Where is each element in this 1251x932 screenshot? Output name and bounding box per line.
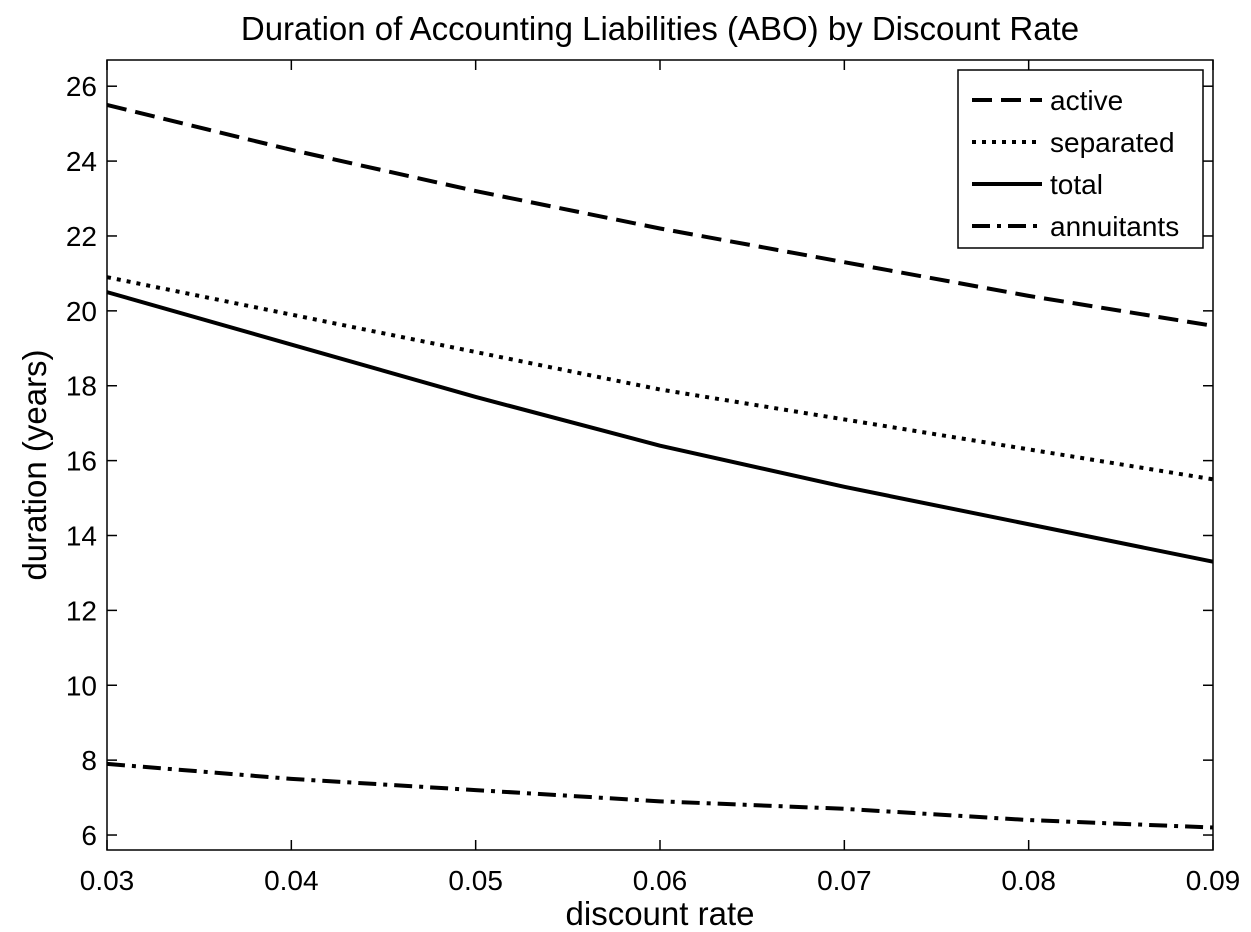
x-tick-label: 0.08 [1001, 865, 1056, 896]
series-line-separated [106, 275, 1214, 482]
series-line-total [106, 290, 1214, 564]
legend: active separated total annuitants [957, 69, 1204, 249]
x-tick-label: 0.09 [1186, 865, 1241, 896]
y-tick-label: 8 [81, 745, 97, 776]
y-tick-label: 26 [66, 71, 97, 102]
chart-title: Duration of Accounting Liabilities (ABO)… [241, 10, 1079, 47]
y-tick-label: 12 [66, 595, 97, 626]
series-line-active [106, 102, 1214, 328]
y-tick-label: 18 [66, 371, 97, 402]
y-tick-label: 24 [66, 146, 97, 177]
legend-box [957, 69, 1204, 249]
y-tick-label: 6 [81, 820, 97, 851]
series-layer [106, 102, 1214, 830]
x-tick-label: 0.04 [264, 865, 319, 896]
legend-label-total: total [1050, 169, 1103, 200]
legend-label-active: active [1050, 85, 1123, 116]
x-axis-label: discount rate [566, 895, 755, 932]
x-tick-label: 0.05 [448, 865, 503, 896]
y-tick-label: 22 [66, 221, 97, 252]
y-tick-label: 14 [66, 520, 97, 551]
series-line-annuitants [106, 761, 1214, 830]
x-tick-label: 0.06 [633, 865, 688, 896]
y-axis-label: duration (years) [16, 349, 53, 580]
x-tick-label: 0.07 [817, 865, 872, 896]
y-tick-label: 20 [66, 296, 97, 327]
y-tick-label: 16 [66, 446, 97, 477]
axes: 0.03 0.04 0.05 0.06 0.07 0.08 0.09 6 8 10 12 14 16 18… [66, 59, 1241, 896]
legend-label-annuitants: annuitants [1050, 211, 1179, 242]
y-tick-label: 10 [66, 670, 97, 701]
x-tick-label: 0.03 [80, 865, 135, 896]
legend-label-separated: separated [1050, 127, 1175, 158]
